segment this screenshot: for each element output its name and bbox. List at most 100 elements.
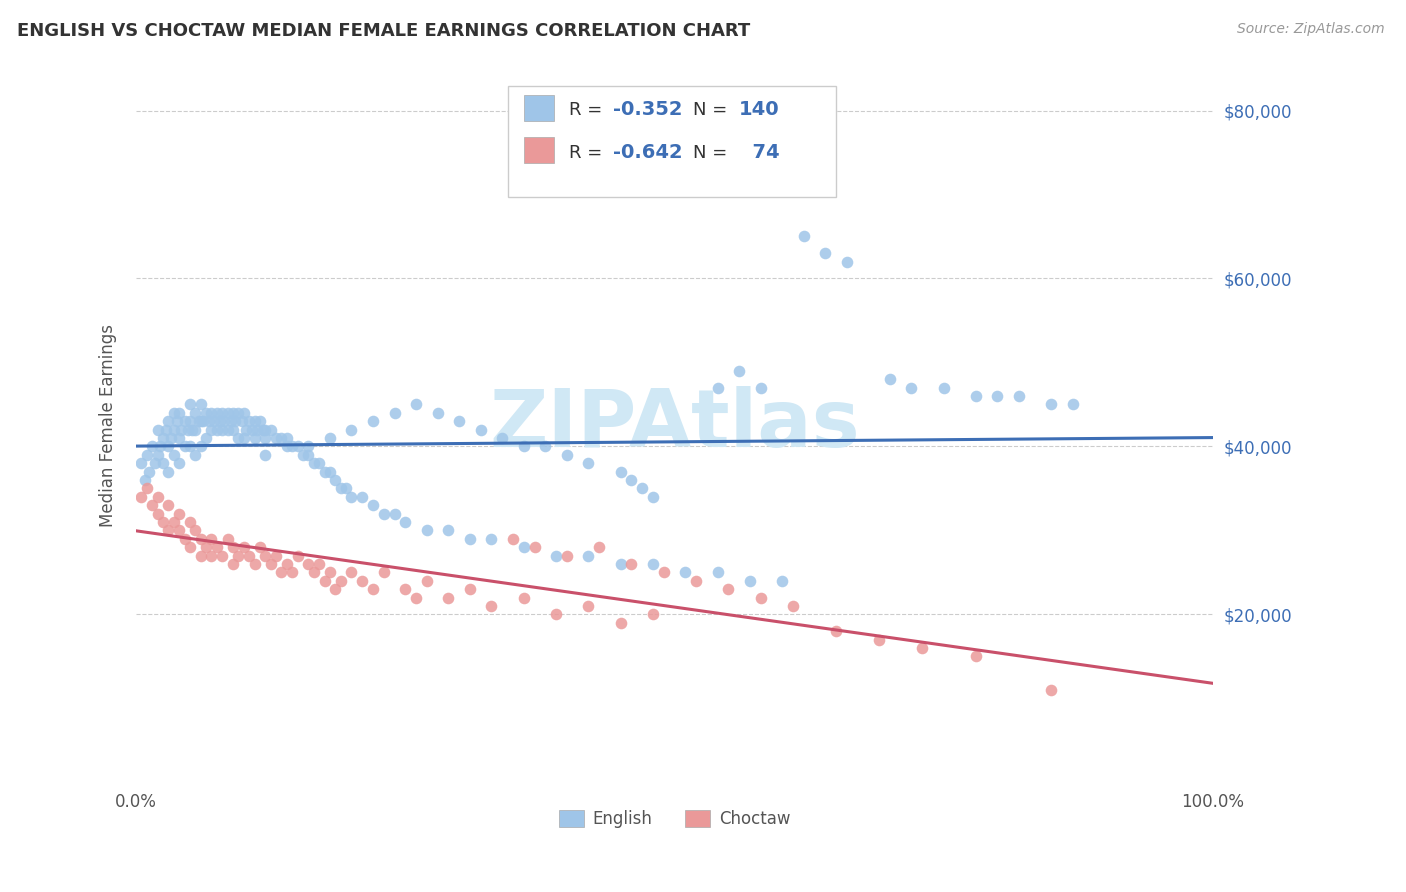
Point xyxy=(738,574,761,588)
Point xyxy=(200,532,222,546)
Point xyxy=(641,607,664,622)
Point xyxy=(502,532,524,546)
Point xyxy=(228,549,250,563)
Point xyxy=(308,456,330,470)
Point xyxy=(238,549,260,563)
Point xyxy=(361,582,384,597)
Point xyxy=(135,482,157,496)
Point xyxy=(470,423,492,437)
Text: N =: N = xyxy=(693,144,733,161)
Point xyxy=(793,229,815,244)
Point xyxy=(319,465,342,479)
Point xyxy=(512,591,534,605)
Point xyxy=(155,423,177,437)
Point xyxy=(749,591,772,605)
Point xyxy=(276,431,298,445)
Point xyxy=(211,549,233,563)
Point xyxy=(426,406,449,420)
Point xyxy=(986,389,1008,403)
Point xyxy=(243,414,266,428)
Text: ENGLISH VS CHOCTAW MEDIAN FEMALE EARNINGS CORRELATION CHART: ENGLISH VS CHOCTAW MEDIAN FEMALE EARNING… xyxy=(17,22,751,40)
Point xyxy=(141,439,163,453)
Point xyxy=(146,507,169,521)
Point xyxy=(782,599,804,613)
Point xyxy=(170,423,193,437)
Point xyxy=(205,540,228,554)
Point xyxy=(157,465,180,479)
Point xyxy=(173,439,195,453)
Point xyxy=(167,406,190,420)
Point xyxy=(416,524,439,538)
Point xyxy=(319,566,342,580)
Point xyxy=(965,389,987,403)
Point xyxy=(200,406,222,420)
Point xyxy=(217,532,239,546)
Point xyxy=(405,397,427,411)
Point xyxy=(340,423,363,437)
Point xyxy=(146,448,169,462)
Point xyxy=(329,574,352,588)
Point xyxy=(249,414,271,428)
Point xyxy=(394,582,416,597)
Point xyxy=(254,549,277,563)
Point xyxy=(179,397,201,411)
Point xyxy=(835,254,858,268)
Point xyxy=(631,482,654,496)
Point xyxy=(198,414,221,428)
Point xyxy=(184,448,207,462)
Point xyxy=(187,414,209,428)
Point xyxy=(173,532,195,546)
Point xyxy=(254,431,277,445)
Point xyxy=(264,549,287,563)
Point xyxy=(190,439,212,453)
Text: R =: R = xyxy=(569,144,607,161)
Point xyxy=(555,549,578,563)
Point xyxy=(209,414,232,428)
Text: 74: 74 xyxy=(740,144,780,162)
Point xyxy=(152,456,174,470)
Point xyxy=(706,566,728,580)
Point xyxy=(352,490,374,504)
Point xyxy=(167,507,190,521)
Point xyxy=(190,397,212,411)
Point xyxy=(449,414,471,428)
Point xyxy=(609,615,631,630)
Point xyxy=(276,439,298,453)
Point xyxy=(437,591,460,605)
Point xyxy=(222,540,245,554)
Point xyxy=(200,549,222,563)
Point xyxy=(308,557,330,571)
Point xyxy=(673,566,696,580)
Point xyxy=(173,414,195,428)
Point xyxy=(1040,397,1063,411)
Point xyxy=(131,456,153,470)
Point xyxy=(1062,397,1084,411)
Point xyxy=(231,414,253,428)
Point xyxy=(576,549,599,563)
Point xyxy=(134,473,156,487)
Point xyxy=(232,540,254,554)
Point xyxy=(163,448,186,462)
Point xyxy=(157,524,180,538)
Point xyxy=(340,490,363,504)
Point xyxy=(314,465,336,479)
Point xyxy=(900,381,922,395)
Point xyxy=(652,566,675,580)
Point xyxy=(179,439,201,453)
Point xyxy=(260,557,283,571)
Point xyxy=(523,540,546,554)
Point xyxy=(217,406,239,420)
Point xyxy=(555,448,578,462)
Text: Source: ZipAtlas.com: Source: ZipAtlas.com xyxy=(1237,22,1385,37)
Point xyxy=(361,498,384,512)
Point xyxy=(179,540,201,554)
Point xyxy=(405,591,427,605)
Point xyxy=(335,482,357,496)
Point xyxy=(361,414,384,428)
Point xyxy=(512,439,534,453)
Point xyxy=(242,423,264,437)
Point xyxy=(270,431,292,445)
Text: N =: N = xyxy=(693,101,733,119)
Point xyxy=(235,423,257,437)
Point xyxy=(238,414,260,428)
